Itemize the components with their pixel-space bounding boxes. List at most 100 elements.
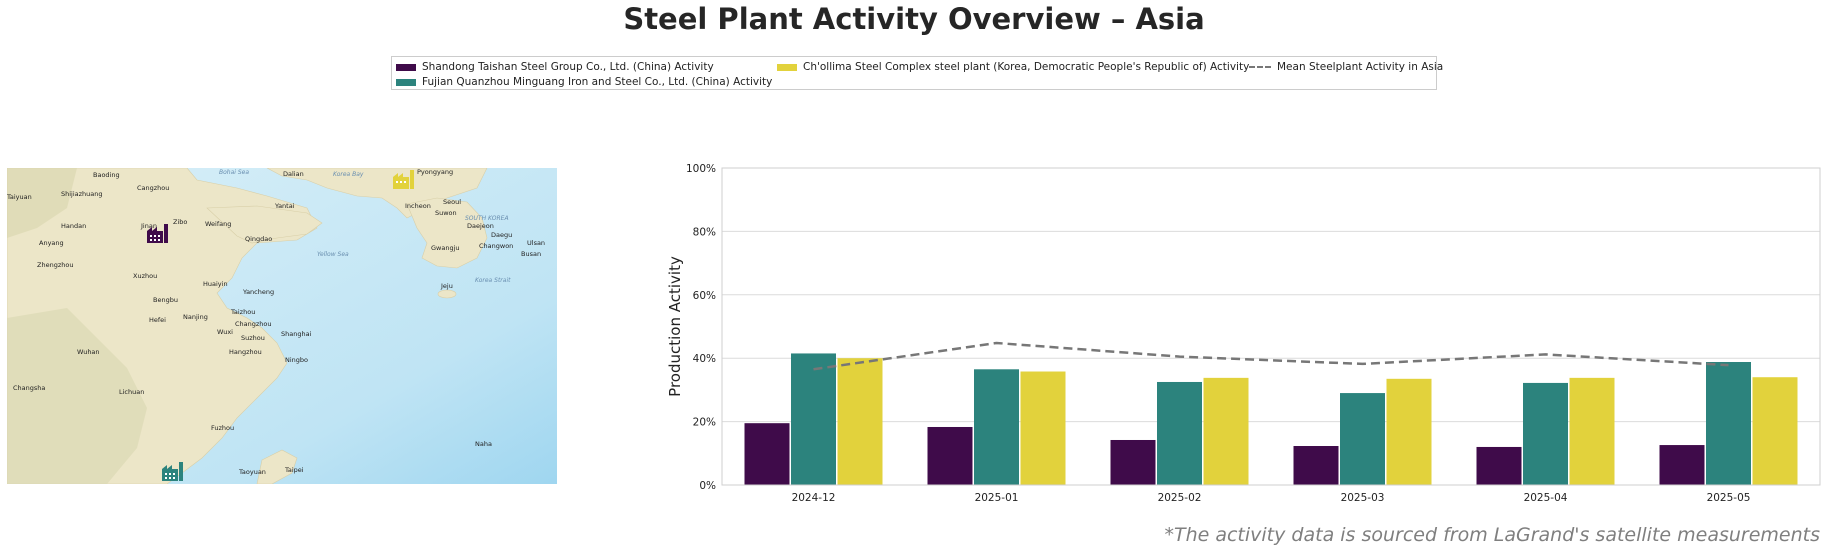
map-label: Cangzhou xyxy=(137,184,169,192)
bar-2025-01-series-0 xyxy=(927,426,973,485)
data-source-footnote: *The activity data is sourced from LaGra… xyxy=(1164,524,1820,546)
map-label: Korea Bay xyxy=(333,171,364,178)
map-label: Qingdao xyxy=(245,235,272,243)
y-tick-label: 0% xyxy=(699,480,716,492)
chart-title: Steel Plant Activity Overview – Asia xyxy=(623,2,1205,36)
factory-icon-fujian xyxy=(162,462,183,481)
map-svg: Baoding Shijiazhuang Cangzhou Taiyuan Ji… xyxy=(7,168,557,484)
bar-2025-05-series-2 xyxy=(1752,377,1798,485)
legend-label: Fujian Quanzhou Minguang Iron and Steel … xyxy=(422,76,773,88)
y-tick-label: 80% xyxy=(693,226,716,238)
map-label: SOUTH KOREA xyxy=(465,215,509,222)
map-label: Yellow Sea xyxy=(317,251,349,258)
taiwan-landmass xyxy=(256,449,298,484)
bar-2025-04-series-2 xyxy=(1569,377,1615,485)
map-labels: Baoding Shijiazhuang Cangzhou Taiyuan Ji… xyxy=(7,168,545,476)
map-label: Busan xyxy=(521,250,541,258)
map-label: Seoul xyxy=(443,198,461,206)
map-label: Shanghai xyxy=(281,330,312,338)
map-label: Handan xyxy=(61,222,86,230)
map-label: Fuzhou xyxy=(211,424,234,432)
terrain-hills xyxy=(7,308,147,484)
x-tick-label: 2025-02 xyxy=(1158,492,1202,504)
grid-lines xyxy=(722,167,1820,486)
bar-2024-12-series-2 xyxy=(837,358,883,485)
map-label: Ningbo xyxy=(285,356,308,364)
factory-icon-shandong xyxy=(147,224,168,243)
y-ticks: 0% 20% 40% 60% 80% 100% xyxy=(686,163,716,492)
legend-swatch xyxy=(396,78,416,86)
map-label: Dalian xyxy=(283,170,304,178)
bar-2025-03-series-0 xyxy=(1293,446,1339,485)
map-label: Taoyuan xyxy=(238,468,266,476)
map-label: Huaiyin xyxy=(203,280,228,288)
map-label: Changsha xyxy=(13,384,45,392)
bar-2025-02-series-1 xyxy=(1157,381,1202,485)
legend-dash xyxy=(1249,66,1271,68)
bars xyxy=(744,353,1798,485)
x-tick-label: 2025-05 xyxy=(1707,492,1751,504)
south-korea-landmass xyxy=(406,197,488,269)
map-label: Ulsan xyxy=(527,239,545,247)
jeju-island xyxy=(437,289,457,299)
plant-location-map: Baoding Shijiazhuang Cangzhou Taiyuan Ji… xyxy=(7,168,557,484)
map-label: Wuhan xyxy=(77,348,100,356)
y-axis-label: Production Activity xyxy=(666,256,684,397)
map-label: Wuxi xyxy=(217,328,233,336)
map-label: Shijiazhuang xyxy=(61,190,103,198)
legend-swatch xyxy=(777,63,797,71)
activity-bar-chart: 0% 20% 40% 60% 80% 100% 2024-12 2025-01 2025-02… xyxy=(660,160,1828,534)
bar-2025-02-series-0 xyxy=(1110,439,1156,485)
legend-swatch xyxy=(396,63,416,71)
map-label: Xuzhou xyxy=(133,272,157,280)
map-label: Daegu xyxy=(491,231,512,239)
legend-item-fujian: Fujian Quanzhou Minguang Iron and Steel … xyxy=(396,75,772,89)
map-label: Incheon xyxy=(405,202,431,210)
bar-2025-04-series-0 xyxy=(1476,446,1522,485)
map-label: Jinan xyxy=(140,222,157,230)
map-label: Hangzhou xyxy=(229,348,262,356)
map-label: Hefei xyxy=(149,316,166,324)
mean-line xyxy=(813,341,1729,371)
map-label: Daejeon xyxy=(467,222,494,230)
map-label: Lichuan xyxy=(119,388,144,396)
map-label: Baoding xyxy=(93,171,120,179)
map-label: Changwon xyxy=(479,242,513,250)
chart-legend: Shandong Taishan Steel Group Co., Ltd. (… xyxy=(391,56,1443,90)
map-label: Taipei xyxy=(284,466,304,474)
bar-2025-04-series-1 xyxy=(1523,382,1568,485)
x-tick-label: 2025-03 xyxy=(1341,492,1385,504)
bar-2025-01-series-2 xyxy=(1020,371,1066,485)
bar-2025-05-series-0 xyxy=(1659,445,1705,485)
legend-item-shandong: Shandong Taishan Steel Group Co., Ltd. (… xyxy=(396,60,714,74)
map-label: Naha xyxy=(475,440,492,448)
map-label: Pyongyang xyxy=(417,168,453,176)
bar-2024-12-series-1 xyxy=(791,353,836,485)
legend-label: Ch'ollima Steel Complex steel plant (Kor… xyxy=(803,61,1250,73)
bar-2024-12-series-0 xyxy=(744,423,790,485)
y-tick-label: 20% xyxy=(693,417,716,429)
map-label: Yancheng xyxy=(242,288,274,296)
factory-icon-chollima xyxy=(393,170,414,189)
map-label: Gwangju xyxy=(431,244,460,252)
map-label: Nanjing xyxy=(183,313,208,321)
map-label: Changzhou xyxy=(235,320,272,328)
legend-label: Shandong Taishan Steel Group Co., Ltd. (… xyxy=(422,61,714,73)
chart-svg: 0% 20% 40% 60% 80% 100% 2024-12 2025-01 2025-02… xyxy=(666,163,1821,504)
map-label: Zibo xyxy=(173,218,187,226)
bar-2025-01-series-1 xyxy=(974,369,1019,485)
x-tick-label: 2024-12 xyxy=(792,492,836,504)
bar-2025-05-series-1 xyxy=(1706,362,1751,485)
y-tick-label: 60% xyxy=(693,290,716,302)
legend-label: Mean Steelplant Activity in Asia xyxy=(1277,61,1444,73)
map-label: Zhengzhou xyxy=(37,261,73,269)
bar-2025-03-series-2 xyxy=(1386,378,1432,485)
bar-2025-02-series-2 xyxy=(1203,377,1249,485)
x-tick-label: 2025-01 xyxy=(975,492,1019,504)
bar-2025-03-series-1 xyxy=(1340,393,1385,485)
mean-activity-line xyxy=(813,341,1729,371)
map-label: Jeju xyxy=(440,282,453,290)
map-label: Yantai xyxy=(274,202,295,210)
map-label: Anyang xyxy=(39,239,64,247)
map-label: Korea Strait xyxy=(475,277,511,284)
